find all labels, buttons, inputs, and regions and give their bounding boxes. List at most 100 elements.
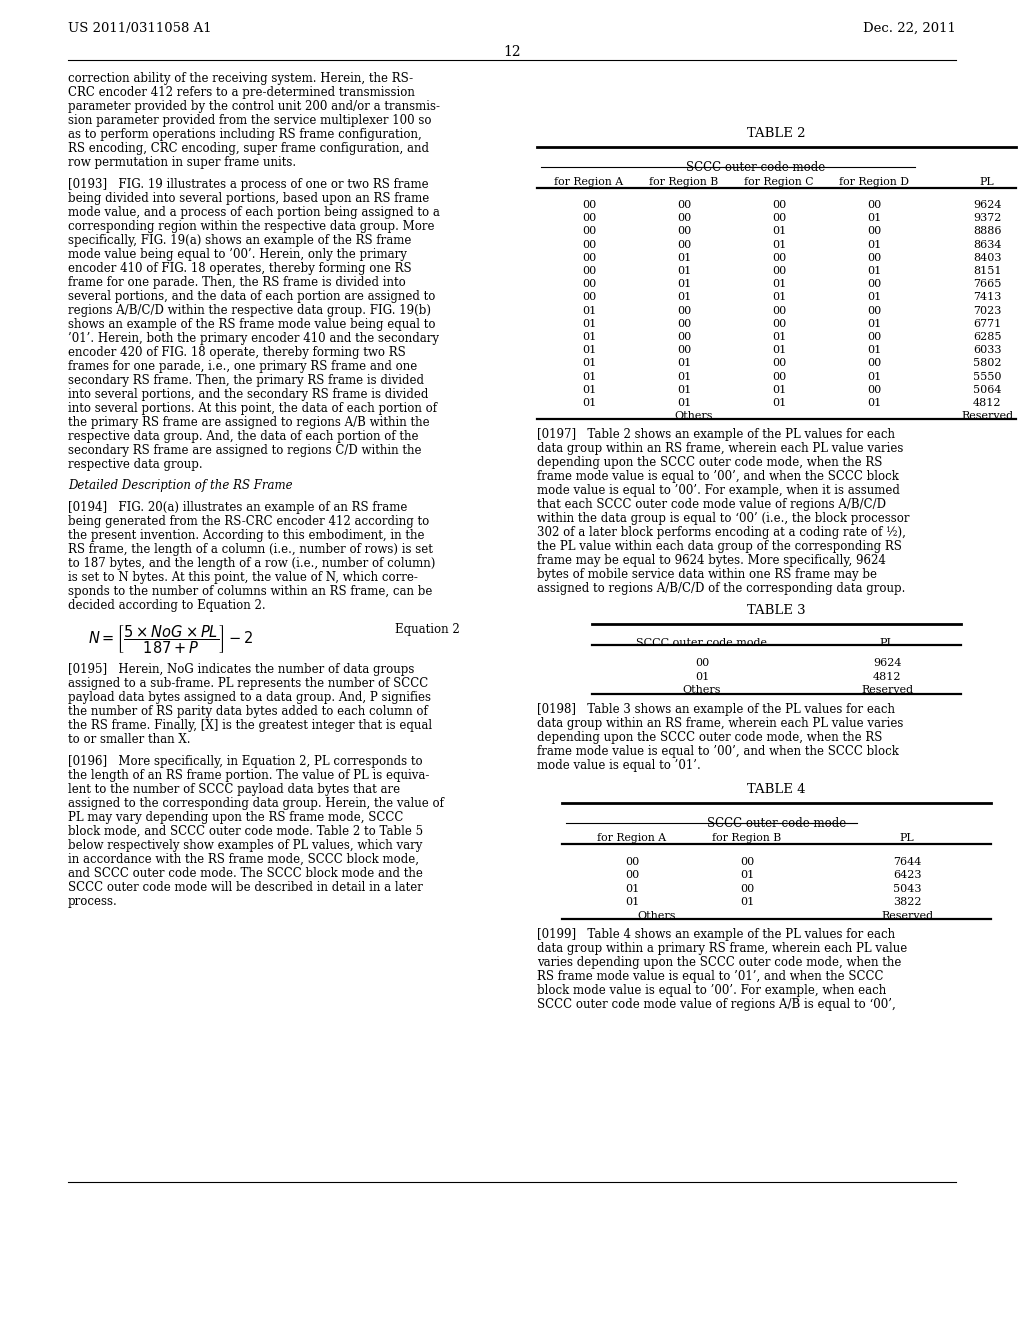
Text: 00: 00 xyxy=(582,293,596,302)
Text: 01: 01 xyxy=(677,253,691,263)
Text: 00: 00 xyxy=(772,306,786,315)
Text: 9372: 9372 xyxy=(973,214,1001,223)
Text: 01: 01 xyxy=(772,293,786,302)
Text: shows an example of the RS frame mode value being equal to: shows an example of the RS frame mode va… xyxy=(68,318,435,331)
Text: 00: 00 xyxy=(867,359,881,368)
Text: secondary RS frame. Then, the primary RS frame is divided: secondary RS frame. Then, the primary RS… xyxy=(68,374,424,387)
Text: 5064: 5064 xyxy=(973,385,1001,395)
Text: row permutation in super frame units.: row permutation in super frame units. xyxy=(68,156,296,169)
Text: for Region C: for Region C xyxy=(744,177,814,187)
Text: secondary RS frame are assigned to regions C/D within the: secondary RS frame are assigned to regio… xyxy=(68,444,422,457)
Text: RS frame mode value is equal to ’01’, and when the SCCC: RS frame mode value is equal to ’01’, an… xyxy=(537,970,884,983)
Text: 01: 01 xyxy=(867,372,881,381)
Text: 01: 01 xyxy=(582,399,596,408)
Text: Reserved: Reserved xyxy=(881,911,933,921)
Text: 00: 00 xyxy=(677,227,691,236)
Text: 5043: 5043 xyxy=(893,884,922,894)
Text: 6771: 6771 xyxy=(973,319,1001,329)
Text: 7665: 7665 xyxy=(973,280,1001,289)
Text: 00: 00 xyxy=(772,214,786,223)
Text: the present invention. According to this embodiment, in the: the present invention. According to this… xyxy=(68,529,425,543)
Text: Reserved: Reserved xyxy=(961,412,1013,421)
Text: [0193]   FIG. 19 illustrates a process of one or two RS frame: [0193] FIG. 19 illustrates a process of … xyxy=(68,178,429,190)
Text: 01: 01 xyxy=(772,227,786,236)
Text: mode value is equal to ’01’.: mode value is equal to ’01’. xyxy=(537,759,700,772)
Text: SCCC outer code mode: SCCC outer code mode xyxy=(637,639,768,648)
Text: 00: 00 xyxy=(772,267,786,276)
Text: 7413: 7413 xyxy=(973,293,1001,302)
Text: several portions, and the data of each portion are assigned to: several portions, and the data of each p… xyxy=(68,289,435,302)
Text: PL: PL xyxy=(880,639,894,648)
Text: TABLE 2: TABLE 2 xyxy=(746,127,805,140)
Text: encoder 410 of FIG. 18 operates, thereby forming one RS: encoder 410 of FIG. 18 operates, thereby… xyxy=(68,261,412,275)
Text: PL may vary depending upon the RS frame mode, SCCC: PL may vary depending upon the RS frame … xyxy=(68,810,403,824)
Text: 00: 00 xyxy=(772,359,786,368)
Text: 00: 00 xyxy=(582,227,596,236)
Text: CRC encoder 412 refers to a pre-determined transmission: CRC encoder 412 refers to a pre-determin… xyxy=(68,86,415,99)
Text: RS encoding, CRC encoding, super frame configuration, and: RS encoding, CRC encoding, super frame c… xyxy=(68,143,429,154)
Text: [0194]   FIG. 20(a) illustrates an example of an RS frame: [0194] FIG. 20(a) illustrates an example… xyxy=(68,502,408,513)
Text: 01: 01 xyxy=(867,214,881,223)
Text: 8403: 8403 xyxy=(973,253,1001,263)
Text: frame for one parade. Then, the RS frame is divided into: frame for one parade. Then, the RS frame… xyxy=(68,276,406,289)
Text: Others: Others xyxy=(683,685,721,696)
Text: for Region B: for Region B xyxy=(649,177,719,187)
Text: lent to the number of SCCC payload data bytes that are: lent to the number of SCCC payload data … xyxy=(68,783,400,796)
Text: 00: 00 xyxy=(582,214,596,223)
Text: that each SCCC outer code mode value of regions A/B/C/D: that each SCCC outer code mode value of … xyxy=(537,499,886,511)
Text: to 187 bytes, and the length of a row (i.e., number of column): to 187 bytes, and the length of a row (i… xyxy=(68,557,435,570)
Text: [0196]   More specifically, in Equation 2, PL corresponds to: [0196] More specifically, in Equation 2,… xyxy=(68,755,423,768)
Text: 01: 01 xyxy=(625,898,639,907)
Text: and SCCC outer code mode. The SCCC block mode and the: and SCCC outer code mode. The SCCC block… xyxy=(68,867,423,880)
Text: 01: 01 xyxy=(772,333,786,342)
Text: 01: 01 xyxy=(867,319,881,329)
Text: in accordance with the RS frame mode, SCCC block mode,: in accordance with the RS frame mode, SC… xyxy=(68,853,419,866)
Text: varies depending upon the SCCC outer code mode, when the: varies depending upon the SCCC outer cod… xyxy=(537,957,901,969)
Text: 00: 00 xyxy=(582,267,596,276)
Text: 00: 00 xyxy=(582,240,596,249)
Text: 01: 01 xyxy=(582,319,596,329)
Text: decided according to Equation 2.: decided according to Equation 2. xyxy=(68,599,265,612)
Text: TABLE 3: TABLE 3 xyxy=(746,605,805,618)
Text: 8634: 8634 xyxy=(973,240,1001,249)
Text: 6423: 6423 xyxy=(893,870,922,880)
Text: 01: 01 xyxy=(677,385,691,395)
Text: [0199]   Table 4 shows an example of the PL values for each: [0199] Table 4 shows an example of the P… xyxy=(537,928,895,941)
Text: 12: 12 xyxy=(503,45,521,59)
Text: mode value is equal to ’00’. For example, when it is assumed: mode value is equal to ’00’. For example… xyxy=(537,484,900,498)
Text: SCCC outer code mode will be described in detail in a later: SCCC outer code mode will be described i… xyxy=(68,880,423,894)
Text: 01: 01 xyxy=(772,280,786,289)
Text: 00: 00 xyxy=(625,857,639,867)
Text: frame may be equal to 9624 bytes. More specifically, 9624: frame may be equal to 9624 bytes. More s… xyxy=(537,554,886,568)
Text: 00: 00 xyxy=(867,201,881,210)
Text: 01: 01 xyxy=(740,898,754,907)
Text: the length of an RS frame portion. The value of PL is equiva-: the length of an RS frame portion. The v… xyxy=(68,768,429,781)
Text: 00: 00 xyxy=(677,333,691,342)
Text: RS frame, the length of a column (i.e., number of rows) is set: RS frame, the length of a column (i.e., … xyxy=(68,543,433,556)
Text: Equation 2: Equation 2 xyxy=(395,623,460,636)
Text: bytes of mobile service data within one RS frame may be: bytes of mobile service data within one … xyxy=(537,569,877,581)
Text: PL: PL xyxy=(980,177,994,187)
Text: being generated from the RS-CRC encoder 412 according to: being generated from the RS-CRC encoder … xyxy=(68,515,429,528)
Text: mode value being equal to ’00’. Herein, only the primary: mode value being equal to ’00’. Herein, … xyxy=(68,248,407,261)
Text: Reserved: Reserved xyxy=(861,685,913,696)
Text: sion parameter provided from the service multiplexer 100 so: sion parameter provided from the service… xyxy=(68,114,431,127)
Text: 8886: 8886 xyxy=(973,227,1001,236)
Text: 00: 00 xyxy=(867,333,881,342)
Text: 7644: 7644 xyxy=(893,857,922,867)
Text: 00: 00 xyxy=(772,253,786,263)
Text: Detailed Description of the RS Frame: Detailed Description of the RS Frame xyxy=(68,479,293,492)
Text: block mode value is equal to ’00’. For example, when each: block mode value is equal to ’00’. For e… xyxy=(537,985,886,998)
Text: 00: 00 xyxy=(740,857,754,867)
Text: 4812: 4812 xyxy=(872,672,901,682)
Text: mode value, and a process of each portion being assigned to a: mode value, and a process of each portio… xyxy=(68,206,440,219)
Text: 01: 01 xyxy=(677,280,691,289)
Text: Dec. 22, 2011: Dec. 22, 2011 xyxy=(863,22,956,36)
Text: 4812: 4812 xyxy=(973,399,1001,408)
Text: as to perform operations including RS frame configuration,: as to perform operations including RS fr… xyxy=(68,128,422,141)
Text: 01: 01 xyxy=(582,306,596,315)
Text: SCCC outer code mode: SCCC outer code mode xyxy=(707,817,846,830)
Text: SCCC outer code mode: SCCC outer code mode xyxy=(686,161,825,174)
Text: 00: 00 xyxy=(625,870,639,880)
Text: into several portions, and the secondary RS frame is divided: into several portions, and the secondary… xyxy=(68,388,428,401)
